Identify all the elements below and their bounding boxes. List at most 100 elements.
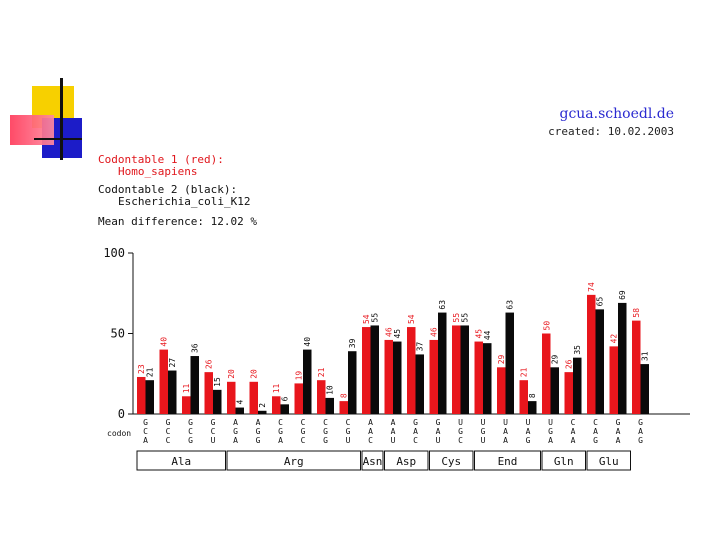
- bar-series-2: [438, 312, 447, 414]
- y-tick-label: 50: [111, 327, 125, 341]
- codon-tick-label: C: [301, 436, 306, 445]
- data-label-series-1: 26: [565, 359, 574, 369]
- codon-tick-label: A: [593, 427, 598, 436]
- codon-tick-label: A: [571, 427, 576, 436]
- bar-series-2: [550, 367, 559, 414]
- codon-tick-label: C: [211, 427, 216, 436]
- codon-tick-label: C: [413, 436, 418, 445]
- codon-tick-label: G: [323, 427, 328, 436]
- bar-series-2: [618, 302, 627, 414]
- data-label-series-2: 4: [236, 400, 245, 405]
- bar-series-1: [249, 381, 258, 414]
- data-label-series-1: 45: [475, 329, 484, 339]
- codon-tick-label: G: [143, 418, 148, 427]
- data-label-series-2: 63: [438, 300, 447, 310]
- data-label-series-1: 26: [205, 359, 214, 369]
- data-label-series-1: 20: [227, 369, 236, 379]
- codon-tick-label: A: [413, 427, 418, 436]
- data-label-series-2: 31: [641, 351, 650, 361]
- codon-tick-label: A: [368, 418, 373, 427]
- bar-series-2: [190, 356, 199, 414]
- bar-series-1: [384, 339, 393, 414]
- codon-tick-label: G: [256, 436, 261, 445]
- codon-tick-label: G: [211, 418, 216, 427]
- amino-acid-group-box: [226, 450, 361, 471]
- data-label-series-1: 11: [182, 383, 191, 393]
- codon-tick-label: G: [616, 418, 621, 427]
- codon-tick-label: G: [526, 436, 531, 445]
- bar-series-1: [227, 381, 236, 414]
- codon-tick-label: A: [571, 436, 576, 445]
- data-label-series-1: 23: [137, 364, 146, 374]
- bar-series-1: [272, 396, 281, 414]
- codon-tick-label: G: [458, 427, 463, 436]
- codon-tick-label: A: [503, 436, 508, 445]
- amino-acid-group-label: Ala: [171, 455, 191, 468]
- codon-tick-label: C: [571, 418, 576, 427]
- codon-tick-label: A: [233, 436, 238, 445]
- codon-tick-label: G: [548, 427, 553, 436]
- data-label-series-1: 21: [520, 367, 529, 377]
- data-label-series-1: 55: [452, 313, 461, 323]
- codon-tick-label: A: [616, 427, 621, 436]
- codon-tick-label: C: [593, 418, 598, 427]
- data-label-series-2: 6: [281, 396, 290, 401]
- data-label-series-2: 55: [371, 313, 380, 323]
- bar-series-1: [497, 367, 506, 414]
- data-label-series-1: 29: [497, 354, 506, 364]
- bar-series-1: [564, 372, 573, 414]
- codon-tick-label: U: [548, 418, 553, 427]
- codon-tick-label: C: [368, 436, 373, 445]
- bar-series-2: [325, 397, 334, 414]
- data-label-series-1: 54: [362, 314, 371, 324]
- codon-tick-label: A: [391, 418, 396, 427]
- amino-acid-group-label: Asp: [396, 455, 416, 468]
- data-label-series-2: 65: [596, 297, 605, 307]
- bar-series-2: [213, 389, 222, 414]
- bar-series-2: [258, 410, 267, 414]
- bar-series-1: [317, 380, 326, 414]
- bar-series-2: [235, 407, 244, 414]
- data-label-series-2: 2: [258, 403, 267, 408]
- codon-tick-label: U: [503, 418, 508, 427]
- amino-acid-group-box: [429, 450, 474, 471]
- codon-tick-label: G: [346, 427, 351, 436]
- codon-tick-label: G: [638, 436, 643, 445]
- data-label-series-2: 27: [168, 358, 177, 368]
- bar-series-2: [145, 380, 154, 414]
- codon-tick-label: A: [233, 418, 238, 427]
- codon-tick-label: G: [638, 418, 643, 427]
- bar-series-1: [137, 376, 146, 414]
- codon-tick-label: G: [233, 427, 238, 436]
- codon-tick-label: A: [526, 427, 531, 436]
- data-label-series-2: 10: [326, 385, 335, 395]
- data-label-series-2: 39: [348, 338, 357, 348]
- bar-series-2: [393, 341, 402, 414]
- codontable-1-name: Homo_sapiens: [118, 165, 198, 178]
- codon-tick-label: C: [346, 418, 351, 427]
- data-label-series-1: 46: [430, 327, 439, 337]
- codon-tick-label: C: [166, 427, 171, 436]
- bar-series-1: [182, 396, 191, 414]
- codon-tick-label: A: [143, 436, 148, 445]
- bar-series-2: [168, 370, 177, 414]
- data-label-series-2: 40: [303, 337, 312, 347]
- data-label-series-2: 29: [551, 354, 560, 364]
- bar-series-1: [159, 349, 168, 414]
- data-label-series-1: 8: [340, 393, 349, 398]
- amino-acid-group-box: [541, 450, 586, 471]
- bar-series-1: [587, 294, 596, 414]
- codon-tick-label: C: [323, 418, 328, 427]
- codon-tick-label: C: [278, 418, 283, 427]
- codon-tick-label: U: [436, 436, 441, 445]
- data-label-series-2: 69: [618, 290, 627, 300]
- amino-acid-group-label: Asn: [363, 455, 383, 468]
- data-label-series-2: 35: [573, 345, 582, 355]
- bar-series-2: [483, 343, 492, 414]
- codontable-2-name: Escherichia_coli_K12: [118, 195, 251, 208]
- bar-series-1: [407, 327, 416, 414]
- bar-series-2: [640, 364, 649, 414]
- data-label-series-2: 15: [213, 377, 222, 387]
- bar-series-1: [204, 372, 213, 414]
